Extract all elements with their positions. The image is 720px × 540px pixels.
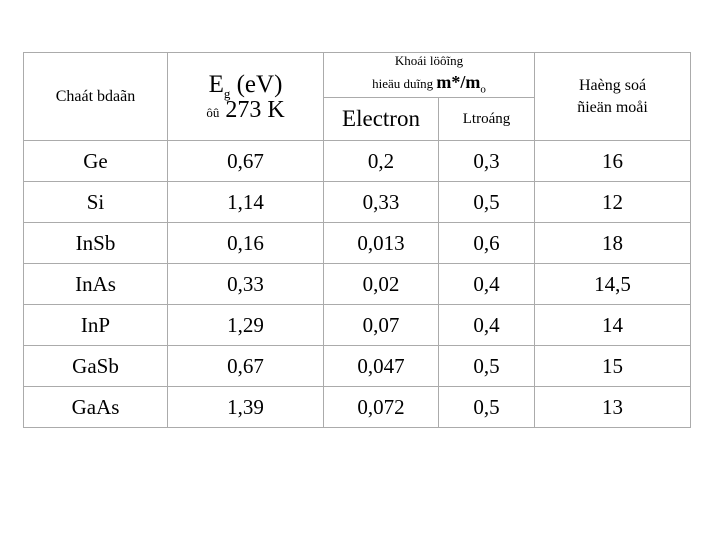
effective-mass-symbol: m*/mo [436,71,486,96]
electron-mass-cell: 0,047 [323,345,439,387]
table-row: InAs 0,33 0,02 0,4 14,5 [23,263,692,305]
material-cell: Ge [23,140,168,182]
bandgap-cell: 0,67 [167,140,324,182]
table-row: Ge 0,67 0,2 0,3 16 [23,140,692,182]
col-header-bandgap: Eg (eV) ôû 273 K [167,52,324,141]
bandgap-cell: 1,14 [167,181,324,223]
material-cell: InP [23,304,168,346]
electron-mass-cell: 0,02 [323,263,439,305]
effective-mass-text: hieäu duĩng [372,75,437,91]
table-row: GaAs 1,39 0,072 0,5 13 [23,386,692,428]
dielectric-cell: 18 [534,222,692,264]
material-cell: InAs [23,263,168,305]
dielectric-cell: 15 [534,345,692,387]
hole-mass-cell: 0,4 [437,304,536,346]
hole-mass-cell: 0,4 [437,263,536,305]
bandgap-unit: (eV) [230,70,283,98]
dielectric-cell: 14 [534,304,692,346]
dielectric-line2: ñieän moåi [577,98,648,116]
dielectric-cell: 13 [534,386,692,428]
bandgap-condition: ôû 273 K [169,96,323,123]
table-header: Chaát bdaãn Eg (eV) ôû 273 K Khoái löôĩn… [23,52,692,141]
table-body: Ge 0,67 0,2 0,3 16 Si 1,14 0,33 0,5 12 InSb 0,16 0,0… [23,140,692,428]
hole-mass-cell: 0,3 [437,140,536,182]
effective-mass-line1: Khoái löôĩng [394,52,464,68]
material-cell: Si [23,181,168,223]
col-header-hole: Ltroáng [437,97,536,141]
material-cell: GaSb [23,345,168,387]
effective-mass-symbol-subscript: o [480,83,486,96]
hole-mass-cell: 0,6 [437,222,536,264]
bandgap-cell: 0,67 [167,345,324,387]
table-row: InP 1,29 0,07 0,4 14 [23,304,692,346]
dielectric-cell: 12 [534,181,692,223]
bandgap-at-label: ôû [206,104,220,120]
hole-mass-cell: 0,5 [437,345,536,387]
col-header-effective-mass: Khoái löôĩng hieäu duĩng m*/mo [322,52,536,98]
electron-mass-cell: 0,07 [323,304,439,346]
dielectric-cell: 16 [534,140,692,182]
bandgap-symbol: E [208,70,224,98]
electron-mass-cell: 0,2 [323,140,439,182]
bandgap-temperature: 273 K [225,96,285,123]
semiconductor-properties-table: Chaát bdaãn Eg (eV) ôû 273 K Khoái löôĩn… [23,52,692,428]
electron-mass-cell: 0,33 [323,181,439,223]
bandgap-cell: 0,16 [167,222,324,264]
bandgap-cell: 1,29 [167,304,324,346]
table-row: Si 1,14 0,33 0,5 12 [23,181,692,223]
dielectric-cell: 14,5 [534,263,692,305]
col-header-dielectric: Haèng soá ñieän moåi [534,52,692,141]
header-row-2: Electron Ltroáng [24,97,691,141]
dielectric-line1: Haèng soá [578,76,647,94]
table-row: InSb 0,16 0,013 0,6 18 [23,222,692,264]
bandgap-symbol-subscript: g [223,85,231,101]
hole-mass-cell: 0,5 [437,181,536,223]
bandgap-cell: 0,33 [167,263,324,305]
electron-mass-cell: 0,013 [323,222,439,264]
electron-mass-cell: 0,072 [323,386,439,428]
effective-mass-line2: hieäu duĩng m*/mo [325,71,534,96]
col-header-material: Chaát bdaãn [23,52,168,141]
table-row: GaSb 0,67 0,047 0,5 15 [23,345,692,387]
hole-mass-cell: 0,5 [437,386,536,428]
bandgap-title: Eg (eV) [169,70,323,101]
bandgap-cell: 1,39 [167,386,324,428]
header-row-1: Chaát bdaãn Eg (eV) ôû 273 K Khoái löôĩn… [23,52,692,141]
material-cell: InSb [23,222,168,264]
col-header-electron: Electron [323,97,439,141]
material-cell: GaAs [23,386,168,428]
